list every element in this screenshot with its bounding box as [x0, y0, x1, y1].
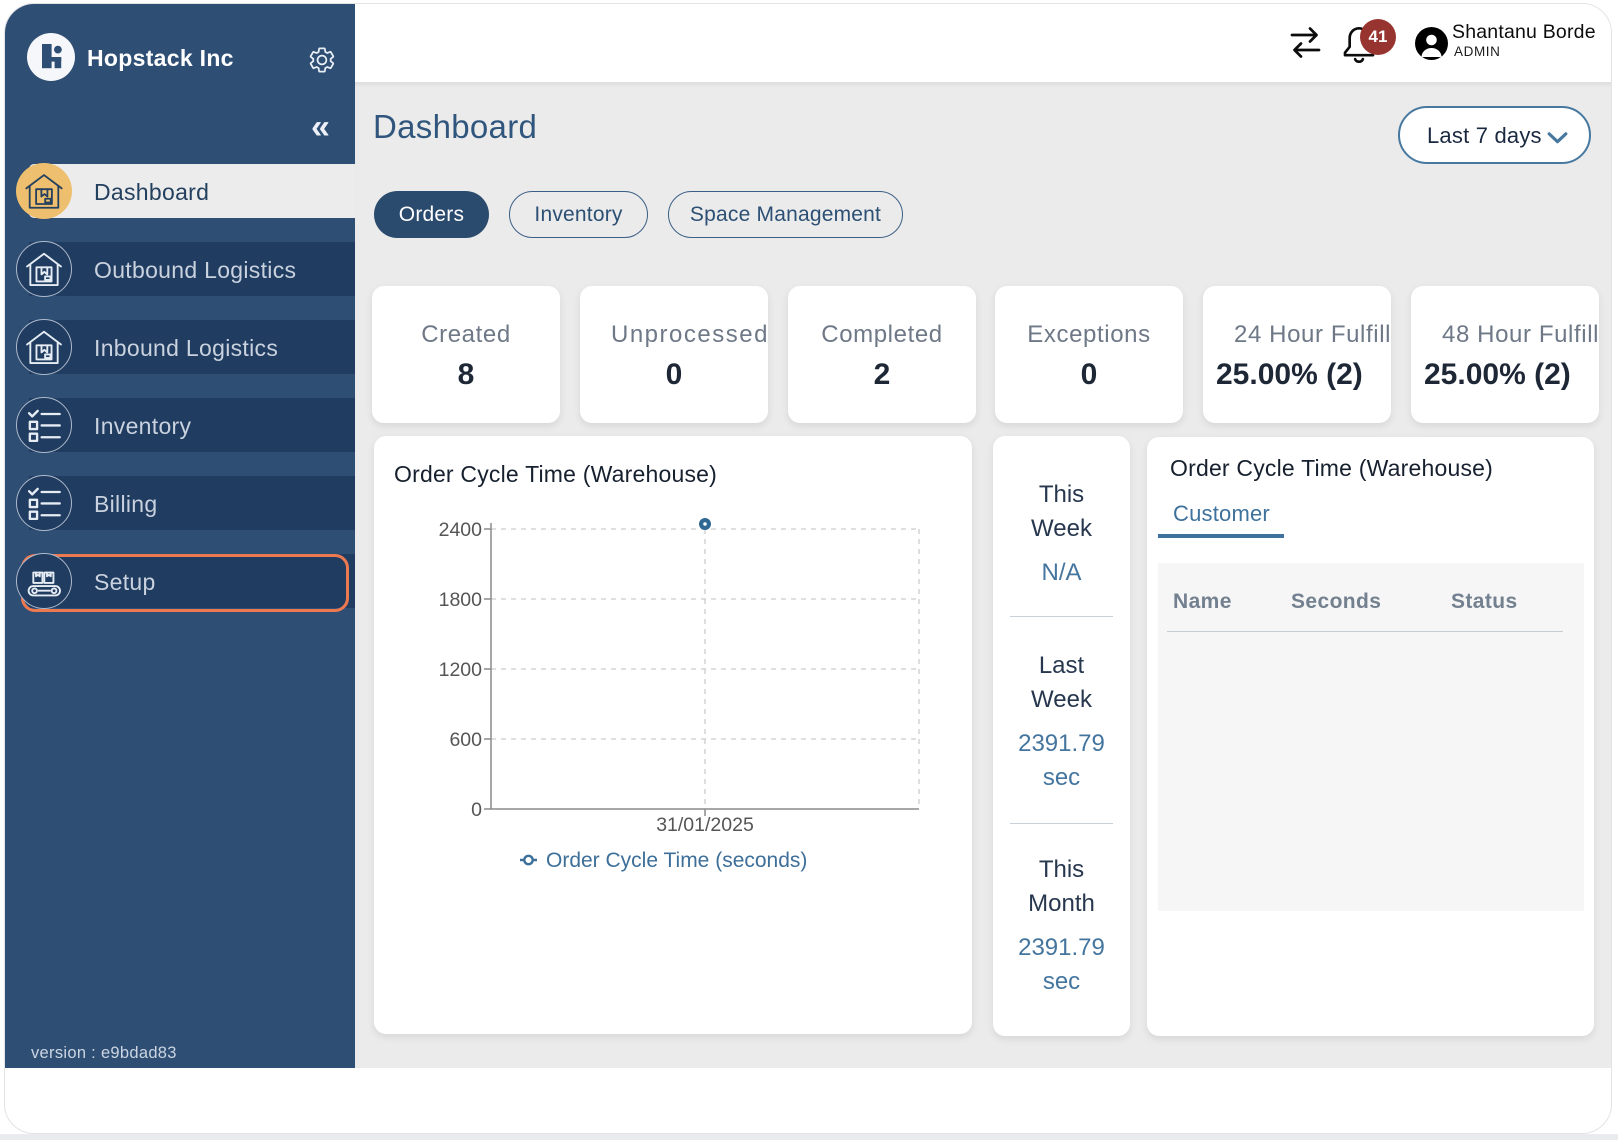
svg-text:600: 600 — [449, 729, 482, 751]
svg-text:2400: 2400 — [439, 519, 483, 541]
svg-text:31/01/2025: 31/01/2025 — [656, 814, 754, 836]
svg-text:0: 0 — [471, 799, 482, 821]
svg-text:1800: 1800 — [439, 589, 483, 611]
svg-text:1200: 1200 — [439, 659, 483, 681]
svg-text:Order Cycle Time (seconds): Order Cycle Time (seconds) — [546, 849, 807, 872]
